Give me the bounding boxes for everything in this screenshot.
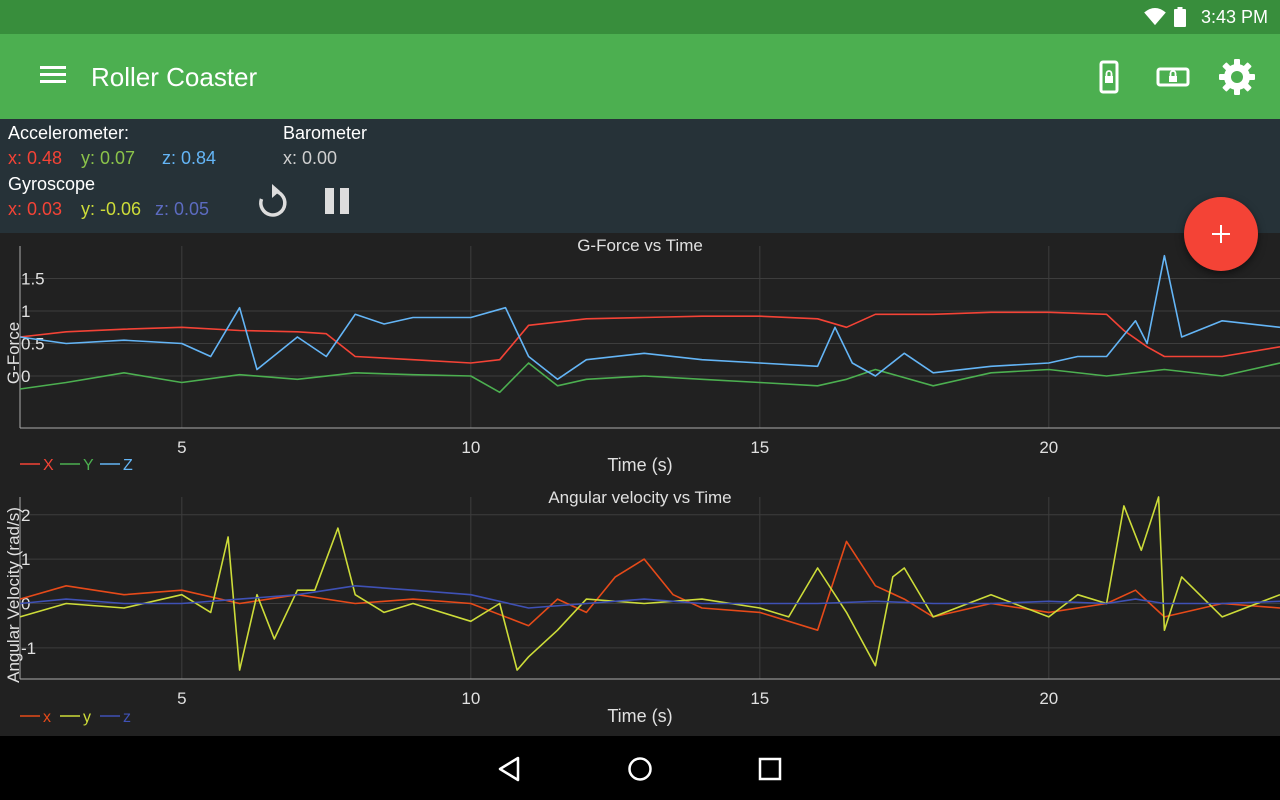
accelerometer-x-value: x: 0.48 [8,148,63,168]
angular-x-tick-label: 15 [750,689,769,708]
accelerometer-z-value: z: 0.84 [162,148,217,168]
gforce-y-tick-label: 0 [21,367,30,386]
angular-y-tick-label: -1 [21,639,36,658]
angular-y-tick-label: 2 [21,506,30,525]
gforce-series-Y-line [19,362,1280,394]
angular-velocity-chart: 5 10 15 20 -1 0 1 2 Angular velocity vs Time Ti… [4,488,1280,726]
angular-series-x-line [19,540,1280,631]
app-bar: Roller Coaster [0,34,1280,119]
lock-portrait-icon[interactable] [1090,58,1128,96]
gforce-x-axis-label: Time (s) [607,455,672,475]
angular-x-tick-label: 5 [177,689,186,708]
wifi-icon [1144,8,1166,26]
add-fab-button[interactable] [1184,197,1258,271]
angular-legend-label: x [43,709,51,726]
app-title: Roller Coaster [91,62,258,92]
accelerometer-label: Accelerometer: [8,123,130,143]
gforce-series-Z-line [19,254,1280,381]
angular-grid [19,497,1280,680]
recents-icon[interactable] [755,754,785,784]
reset-icon[interactable] [254,183,292,221]
gforce-y-tick-label: 1 [21,302,30,321]
angular-x-tick-label: 10 [461,689,480,708]
gforce-x-tick-label: 5 [177,438,186,457]
sensor-panel: Accelerometer: x: 0.48 y: 0.07 z: 0.84 B… [0,119,1280,233]
gforce-x-tick-label: 15 [750,438,769,457]
plus-icon [1212,225,1230,243]
gforce-grid [19,246,1280,429]
gforce-chart-title: G-Force vs Time [577,236,703,255]
navigation-bar [0,736,1280,800]
pause-icon[interactable] [322,185,352,217]
angular-series-y-line [19,496,1280,671]
barometer-x-value: x: 0.00 [283,148,338,168]
angular-x-axis-label: Time (s) [607,706,672,726]
gforce-x-tick-label: 20 [1039,438,1058,457]
gforce-legend: X Y Z [20,457,133,474]
angular-legend-label: z [123,709,131,726]
angular-chart-title: Angular velocity vs Time [548,488,731,507]
angular-y-axis-label: Angular Velocity (rad/s) [4,507,23,683]
angular-legend-label: y [83,709,91,726]
angular-legend: x y z [20,709,131,726]
lock-landscape-icon[interactable] [1154,58,1192,96]
angular-x-tick-label: 20 [1039,689,1058,708]
menu-icon[interactable] [40,64,66,84]
gforce-y-axis-label: G-Force [4,322,23,384]
gforce-x-tick-label: 10 [461,438,480,457]
angular-series-z-line [19,585,1280,609]
gforce-legend-label: Y [83,457,94,474]
gyroscope-y-value: y: -0.06 [81,199,142,219]
gforce-legend-label: Z [123,457,133,474]
battery-icon [1174,7,1186,27]
gyroscope-z-value: z: 0.05 [155,199,210,219]
angular-y-tick-label: 1 [21,550,30,569]
status-bar: 3:43 PM [0,0,1280,34]
gyroscope-label: Gyroscope [8,174,96,194]
status-time: 3:43 PM [1200,7,1268,27]
barometer-label: Barometer [283,123,368,143]
gforce-legend-label: X [43,457,54,474]
home-icon[interactable] [625,754,655,784]
settings-gear-icon[interactable] [1218,58,1256,96]
gforce-series-X-line [19,311,1280,364]
accelerometer-y-value: y: 0.07 [81,148,136,168]
gyroscope-x-value: x: 0.03 [8,199,63,219]
gforce-y-tick-label: 1.5 [21,270,45,289]
angular-y-tick-label: 0 [21,595,30,614]
back-icon[interactable] [494,754,524,784]
